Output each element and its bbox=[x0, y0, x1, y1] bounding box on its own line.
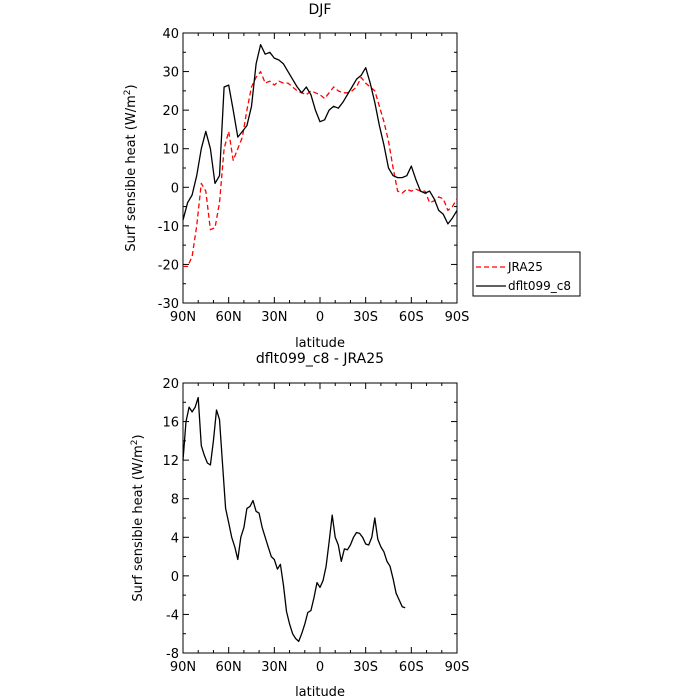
bottom-x-axis-label: latitude bbox=[295, 685, 345, 700]
bottom-y-tick-label: 0 bbox=[171, 570, 179, 585]
top-x-tick-label: 90N bbox=[170, 310, 196, 325]
bottom-x-tick-label: 60N bbox=[216, 660, 242, 675]
top-y-tick-label: -30 bbox=[158, 297, 179, 312]
legend-label-jra25: JRA25 bbox=[507, 260, 543, 274]
top-x-tick-label: 0 bbox=[316, 310, 324, 325]
top-x-tick-label: 30N bbox=[261, 310, 287, 325]
top-y-tick-label: 40 bbox=[162, 27, 179, 42]
top-y-tick-label: -20 bbox=[158, 258, 179, 273]
top-x-axis-label: latitude bbox=[295, 336, 345, 351]
bottom-x-tick-label: 30S bbox=[353, 660, 378, 675]
bottom-y-tick-label: 12 bbox=[162, 454, 179, 469]
top-x-tick-label: 90S bbox=[445, 310, 470, 325]
top-series-line-dflt099-c8 bbox=[182, 43, 458, 225]
bottom-x-tick-label: 90S bbox=[445, 660, 470, 675]
bottom-plot-frame bbox=[182, 382, 458, 654]
bottom-x-tick-label: 90N bbox=[170, 660, 196, 675]
bottom-y-tick-label: 20 bbox=[162, 377, 179, 392]
bottom-y-tick-label: -8 bbox=[166, 647, 179, 662]
bottom-y-tick-label: 16 bbox=[162, 416, 179, 431]
legend: JRA25 dflt099_c8 bbox=[472, 251, 581, 297]
top-chart-panel: DJF 90N 60N 30N 0 30S 60S 90S -30 -20 -10 0 10 20 30 4… bbox=[123, 2, 581, 351]
bottom-chart-panel: dflt099_c8 - JRA25 90N 60N 30N 0 30S 60S 90S -8… bbox=[130, 351, 469, 700]
top-x-tick-label: 30S bbox=[353, 310, 378, 325]
bottom-y-tick-label: -4 bbox=[166, 608, 179, 623]
bottom-x-tick-label: 30N bbox=[261, 660, 287, 675]
bottom-y-tick-label: 4 bbox=[171, 531, 179, 546]
top-y-tick-label: 10 bbox=[162, 143, 179, 158]
top-y-tick-label: 0 bbox=[171, 181, 179, 196]
bottom-chart-title: dflt099_c8 - JRA25 bbox=[256, 351, 384, 367]
top-x-tick-label: 60S bbox=[399, 310, 424, 325]
legend-box bbox=[472, 251, 581, 297]
top-y-tick-label: 20 bbox=[162, 104, 179, 119]
top-series-line-jra25 bbox=[183, 70, 458, 268]
top-x-tick-label: 60N bbox=[216, 310, 242, 325]
bottom-x-tick-label: 0 bbox=[316, 660, 324, 675]
bottom-y-tick-label: 8 bbox=[171, 493, 179, 508]
bottom-y-axis-label: Surf sensible heat (W/m2) bbox=[130, 434, 146, 601]
bottom-x-tick-label: 60S bbox=[399, 660, 424, 675]
top-chart-title: DJF bbox=[309, 2, 332, 18]
top-plot-frame bbox=[182, 32, 458, 304]
top-y-tick-label: -10 bbox=[158, 220, 179, 235]
top-y-tick-label: 30 bbox=[162, 66, 179, 81]
bottom-series-line-difference bbox=[182, 396, 406, 643]
legend-label-dflt099-c8: dflt099_c8 bbox=[508, 279, 571, 293]
top-y-axis-label: Surf sensible heat (W/m2) bbox=[123, 84, 139, 251]
